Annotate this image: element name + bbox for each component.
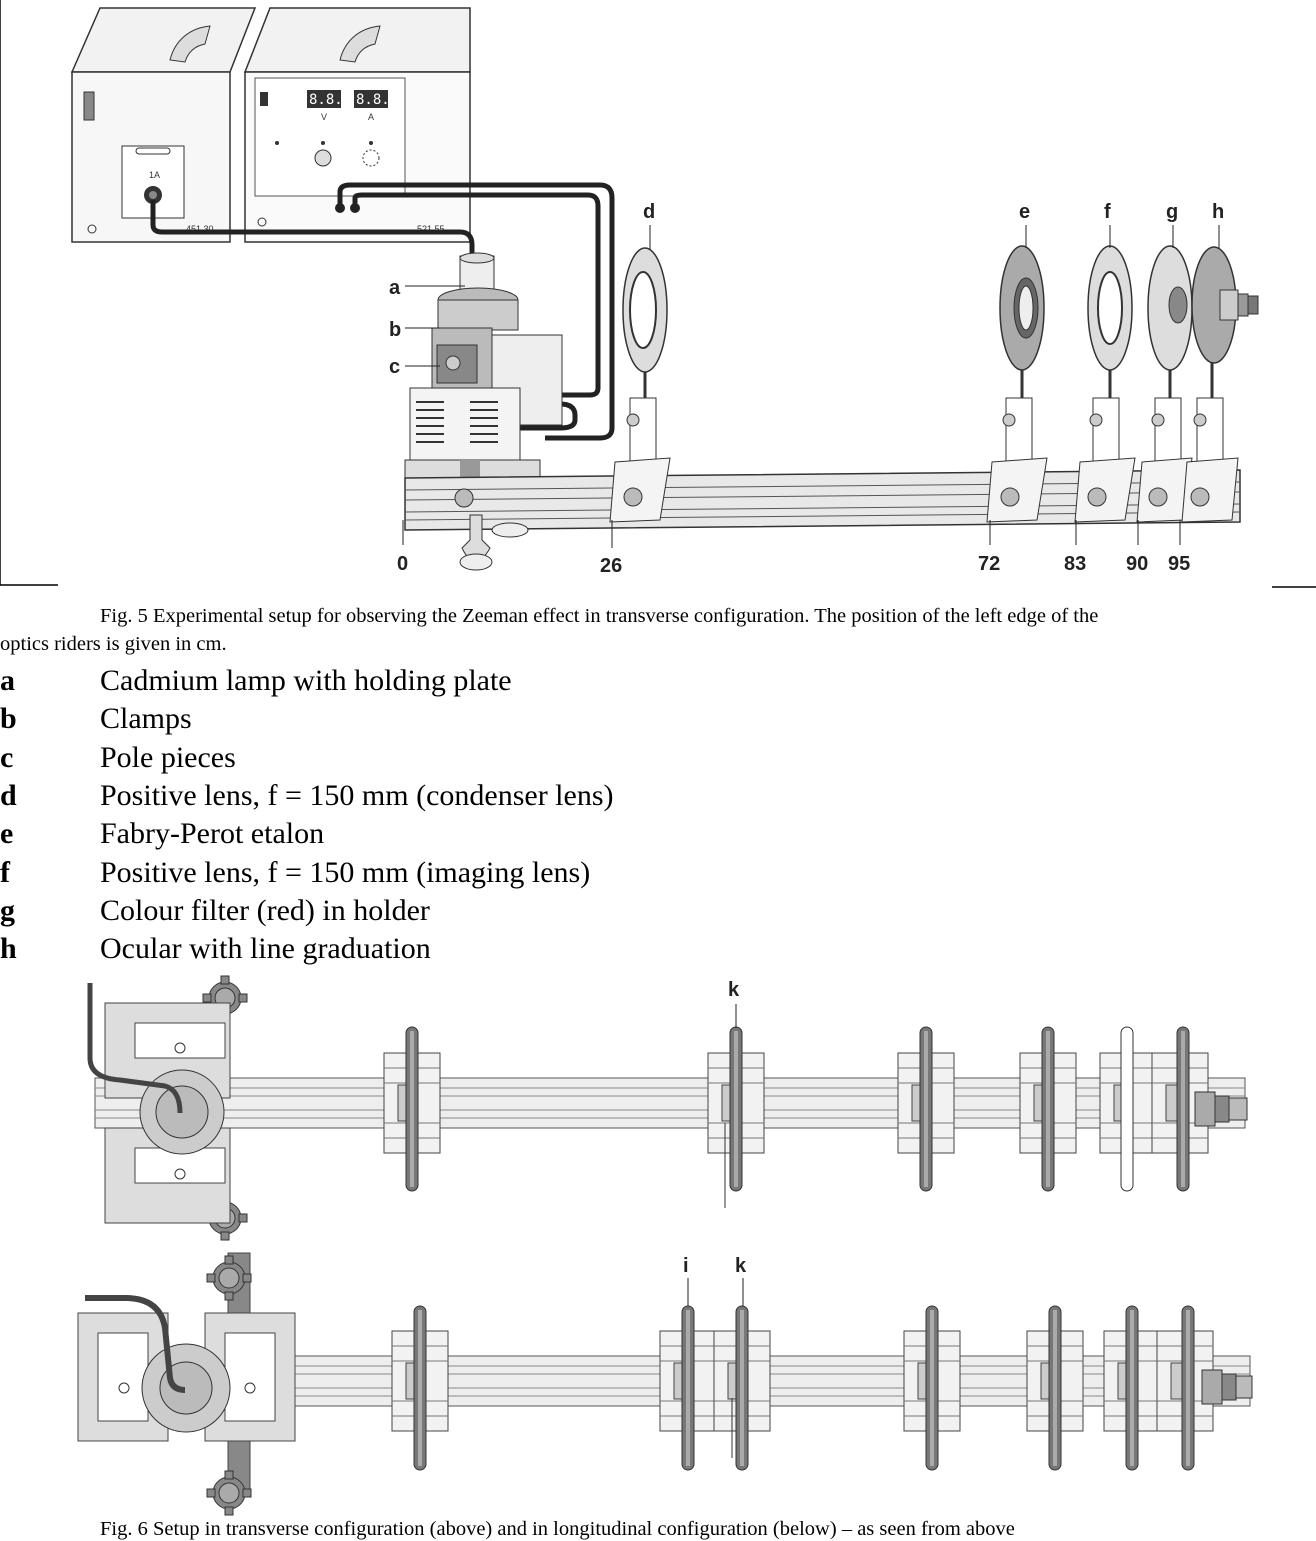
legend-text: Cadmium lamp with holding plate <box>100 664 512 698</box>
longitudinal-configuration: i k <box>77 1252 1253 1516</box>
v-label: V <box>321 112 327 122</box>
power-supply-right: 8.8.8 8.8.8 V A 521 55 <box>243 7 471 243</box>
label-b: b <box>389 319 401 341</box>
rider-h <box>1181 246 1259 523</box>
legend-key: f <box>0 855 10 889</box>
voltage-display: 8.8.8 <box>309 92 351 108</box>
legend-key: d <box>0 779 17 813</box>
component-legend: a Cadmium lamp with holding plate b Clamps… <box>0 662 1316 968</box>
rider-d <box>609 247 671 523</box>
legend-text: Ocular with line graduation <box>100 932 431 966</box>
fuse-label: 1A <box>149 170 160 180</box>
figure-6-caption: Fig. 6 Setup in transverse configuration… <box>100 1518 1015 1540</box>
label-k-bottom: k <box>735 1255 747 1277</box>
label-h: h <box>1212 201 1224 223</box>
cables <box>150 182 615 441</box>
component-labels: a b c d e f g h <box>389 201 1224 378</box>
legend-item: f Positive lens, f = 150 mm (imaging lens… <box>0 853 1316 891</box>
legend-text: Positive lens, f = 150 mm (condenser len… <box>100 779 614 813</box>
legend-item: e Fabry-Perot etalon <box>0 815 1316 853</box>
pos-83: 83 <box>1064 553 1086 575</box>
label-a: a <box>389 277 401 299</box>
label-d: d <box>643 201 655 223</box>
label-e: e <box>1019 201 1030 223</box>
pos-0: 0 <box>397 553 408 575</box>
pos-95: 95 <box>1168 553 1190 575</box>
a-label: A <box>368 112 374 122</box>
label-f: f <box>1104 201 1111 223</box>
legend-item: c Pole pieces <box>0 739 1316 777</box>
figure-6-top-view: k i k <box>77 975 1253 1516</box>
legend-text: Colour filter (red) in holder <box>100 893 430 927</box>
legend-key: a <box>0 664 15 698</box>
legend-text: Positive lens, f = 150 mm (imaging lens) <box>100 855 591 889</box>
legend-item: a Cadmium lamp with holding plate <box>0 662 1316 700</box>
legend-key: b <box>0 702 17 736</box>
device-right-model: 521 55 <box>417 224 445 234</box>
caption-line-1: Fig. 5 Experimental setup for observing … <box>100 605 1099 627</box>
figure-5-caption: Fig. 5 Experimental setup for observing … <box>0 602 1316 658</box>
label-g: g <box>1166 201 1178 223</box>
legend-key: h <box>0 932 17 966</box>
legend-key: c <box>0 740 14 774</box>
legend-key: e <box>0 817 14 851</box>
current-display: 8.8.8 <box>356 92 398 108</box>
pos-72: 72 <box>978 553 1000 575</box>
device-left-model: 451 30 <box>186 224 214 234</box>
legend-item: h Ocular with line graduation <box>0 930 1316 968</box>
legend-text: Clamps <box>100 702 192 736</box>
power-supply-left: 1A 451 30 <box>70 7 257 243</box>
label-i-bottom: i <box>683 1255 689 1277</box>
legend-item: b Clamps <box>0 700 1316 738</box>
rider-f <box>1074 245 1136 523</box>
label-k-top: k <box>728 979 740 1001</box>
figure-5-setup-illustration: 1A 451 30 8.8.8 8.8.8 V A 521 55 <box>0 0 1316 588</box>
legend-item: d Positive lens, f = 150 mm (condenser le… <box>0 777 1316 815</box>
magnet-lamp-assembly <box>404 252 563 481</box>
pos-26: 26 <box>600 555 622 577</box>
position-markers: 0 26 72 83 90 95 <box>397 520 1190 577</box>
transverse-configuration: k <box>87 975 1248 1241</box>
label-c: c <box>389 356 400 378</box>
rider-g <box>1136 245 1193 523</box>
legend-key: g <box>0 893 15 927</box>
legend-text: Fabry-Perot etalon <box>100 817 325 851</box>
rider-e <box>986 245 1048 523</box>
pos-90: 90 <box>1126 553 1148 575</box>
caption-line-2: optics riders is given in cm. <box>0 633 227 655</box>
legend-item: g Colour filter (red) in holder <box>0 892 1316 930</box>
legend-text: Pole pieces <box>100 740 236 774</box>
